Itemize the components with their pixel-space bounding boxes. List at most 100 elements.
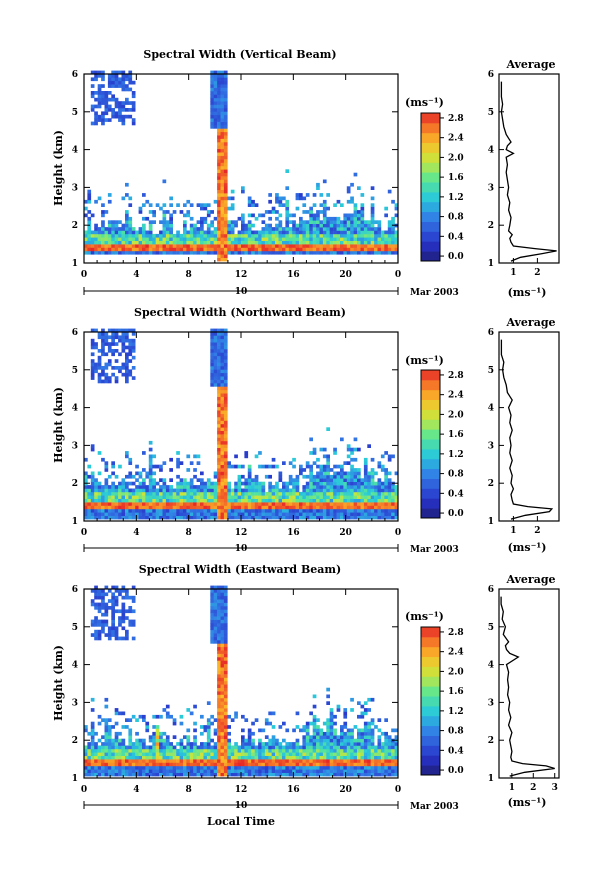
heatmap-cell [217, 697, 221, 702]
heatmap-cell [131, 244, 136, 248]
heatmap-cell [350, 230, 354, 235]
heatmap-cell [114, 101, 119, 105]
heatmap-cell [118, 80, 122, 85]
heatmap-cell [125, 474, 129, 479]
heatmap-cell [278, 752, 283, 756]
heatmap-cell [159, 220, 163, 224]
heatmap-cell [237, 745, 242, 750]
heatmap-cell [217, 379, 221, 384]
heatmap-cell [125, 515, 129, 520]
heatmap-cell [131, 237, 136, 241]
heatmap-cell [278, 512, 283, 516]
heatmap-cell [101, 619, 105, 624]
heatmap-cell [125, 454, 129, 459]
heatmap-cell [251, 502, 255, 506]
heatmap-cell [357, 515, 361, 520]
heatmap-cell [343, 485, 348, 489]
heatmap-cell [333, 247, 337, 252]
heatmap-cell [230, 196, 235, 201]
heatmap-cell [155, 748, 160, 753]
heatmap-cell [322, 468, 327, 472]
heatmap-cell [94, 752, 98, 756]
heatmap-cell [111, 602, 115, 607]
heatmap-cell [220, 349, 225, 353]
heatmap-cell [230, 748, 235, 753]
heatmap-cell [210, 210, 214, 214]
heatmap-cell [107, 765, 112, 770]
heatmap-cell [295, 240, 300, 245]
heatmap-cell [118, 498, 122, 503]
heatmap-cell [346, 752, 351, 756]
heatmap-cell [343, 755, 348, 760]
heatmap-cell [217, 189, 221, 194]
heatmap-cell [128, 87, 133, 92]
heatmap-cell [111, 498, 115, 503]
heatmap-cell [340, 240, 344, 245]
heatmap-cell [258, 765, 262, 770]
heatmap-cell [220, 355, 225, 360]
heatmap-cell [217, 657, 221, 661]
heatmap-cell [121, 104, 126, 109]
heatmap-cell [357, 237, 361, 241]
heatmap-cell [213, 366, 218, 370]
heatmap-cell [128, 372, 133, 377]
heatmap-cell [370, 718, 375, 722]
heatmap-cell [200, 725, 204, 729]
heatmap-cell [309, 491, 313, 496]
heatmap-cell [142, 488, 146, 493]
heatmap-cell [128, 488, 133, 493]
heatmap-cell [193, 762, 197, 767]
heatmap-cell [220, 640, 225, 644]
heatmap-cell [302, 237, 307, 241]
heatmap-cell [159, 464, 163, 469]
heatmap-cell [84, 471, 88, 476]
heatmap-cell [118, 118, 122, 122]
heatmap-cell [213, 602, 218, 607]
heatmap-cell [121, 240, 126, 245]
heatmap-cell [319, 765, 324, 770]
heatmap-cell [275, 769, 279, 773]
heatmap-cell [97, 508, 102, 513]
heatmap-cell [387, 457, 392, 462]
colorbar-segment [421, 399, 440, 410]
heatmap-cell [217, 104, 221, 109]
heatmap-cell [94, 623, 98, 627]
heatmap-cell [350, 508, 354, 513]
heatmap-cell [169, 457, 173, 462]
heatmap-cell [152, 742, 156, 746]
heatmap-cell [148, 735, 153, 739]
heatmap-cell [387, 227, 392, 231]
heatmap-cell [87, 220, 92, 224]
heatmap-cell [391, 755, 395, 760]
heatmap-cell [94, 731, 98, 736]
heatmap-cell [336, 512, 341, 516]
heatmap-cell [223, 691, 228, 695]
heatmap-cell [223, 589, 228, 593]
heatmap-cell [223, 515, 228, 520]
heatmap-cell [326, 478, 330, 482]
heatmap-cell [125, 372, 129, 377]
heatmap-cell [206, 701, 211, 705]
heatmap-cell [223, 165, 228, 170]
heatmap-cell [104, 250, 109, 255]
heatmap-cell [268, 210, 272, 214]
heatmap-cell [251, 478, 255, 482]
heatmap-cell [268, 772, 272, 777]
heatmap-cell [138, 508, 143, 513]
heatmap-cell [87, 731, 92, 736]
heatmap-cell [186, 738, 191, 743]
heatmap-cell [302, 203, 307, 207]
heatmap-cell [223, 362, 228, 367]
heatmap-cell [101, 485, 105, 489]
heatmap-cell [247, 738, 252, 743]
heatmap-cell [90, 213, 95, 218]
heatmap-cell [353, 745, 358, 750]
heatmap-cell [223, 104, 228, 109]
heatmap-cell [223, 619, 228, 624]
x-tick-label: 20 [339, 785, 352, 795]
heatmap-cell [278, 247, 283, 252]
heatmap-cell [220, 159, 225, 163]
heatmap-cell [299, 769, 303, 773]
heatmap-cell [223, 629, 228, 634]
heatmap-cell [210, 240, 214, 245]
